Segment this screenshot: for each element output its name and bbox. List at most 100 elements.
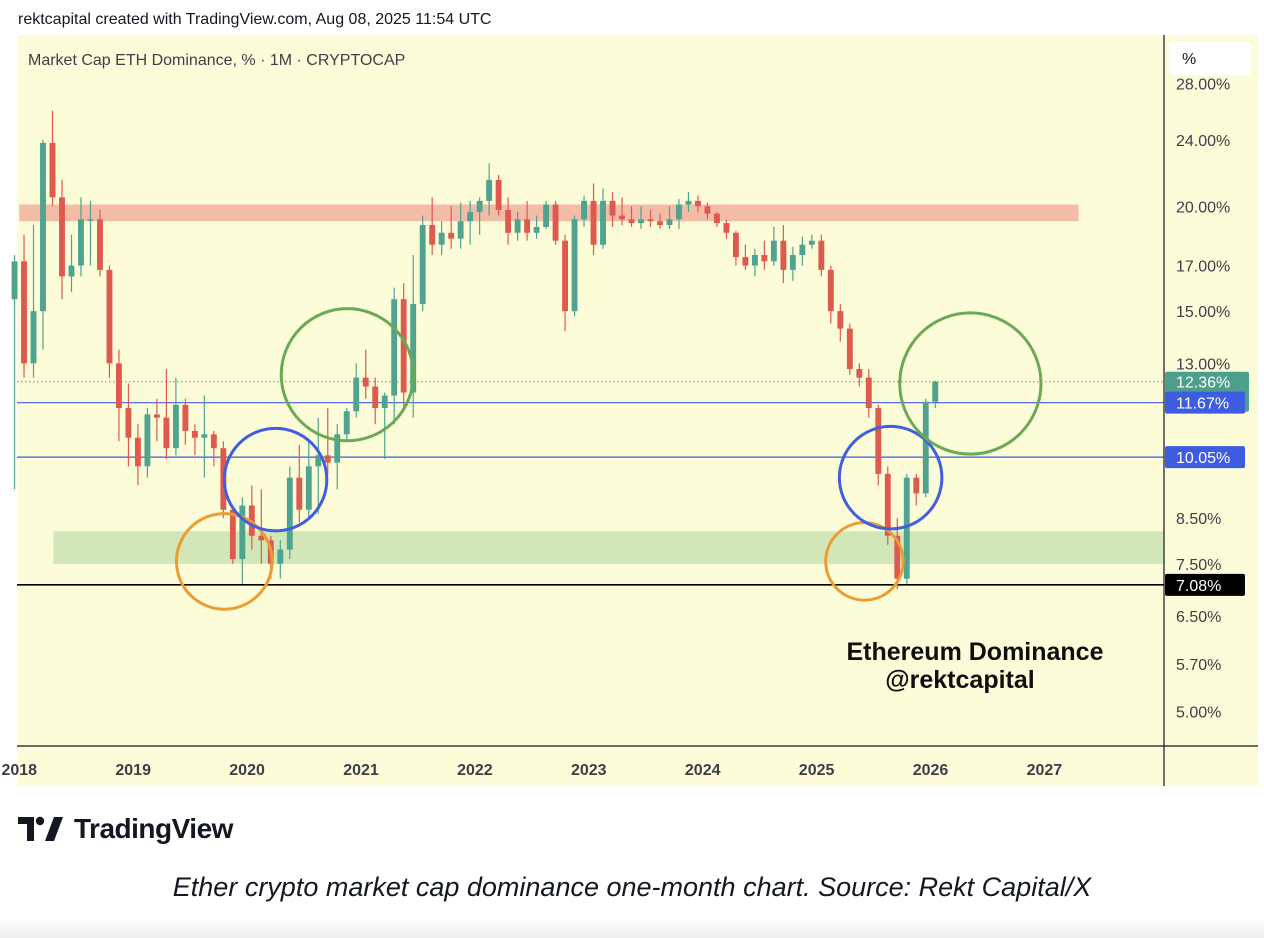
candle-body <box>799 244 806 255</box>
plot-area <box>17 35 1164 746</box>
candle-body <box>742 257 749 266</box>
candle-body <box>676 204 682 220</box>
page-bottom-edge <box>0 918 1264 938</box>
candle-body <box>239 505 246 560</box>
candle-body <box>666 219 673 226</box>
candle-body <box>457 221 464 239</box>
candle-body <box>400 299 407 393</box>
candle-body <box>97 219 103 270</box>
candle-body <box>258 535 265 541</box>
candle-body <box>448 232 455 239</box>
y-tick-label: 15.00% <box>1176 304 1230 321</box>
y-tick-label: 7.50% <box>1176 557 1221 574</box>
unit-label: % <box>1182 51 1196 68</box>
annotation-handle: @rektcapital <box>885 666 1034 694</box>
candle-body <box>856 368 863 378</box>
candle-body <box>410 303 417 393</box>
candle-body <box>903 477 910 579</box>
candle-body <box>134 437 141 467</box>
chart-container: Market Cap ETH Dominance, % · 1M · CRYPT… <box>0 0 1264 800</box>
candle-body <box>201 434 208 438</box>
candle-body <box>789 254 796 270</box>
candle-body <box>305 466 312 510</box>
y-tick-label: 28.00% <box>1176 77 1230 94</box>
candle-body <box>723 223 730 233</box>
candle-body <box>932 381 939 402</box>
candle-body <box>391 299 398 396</box>
price-tag-label: 10.05% <box>1176 450 1230 467</box>
tradingview-logo[interactable]: TradingView <box>18 813 233 845</box>
unit-box <box>1169 41 1251 75</box>
candle-body <box>770 240 777 262</box>
candle-body <box>695 200 701 207</box>
candle-body <box>846 328 853 369</box>
candle-body <box>372 386 379 409</box>
x-tick-label: 2025 <box>799 762 835 779</box>
candle-body <box>524 219 531 233</box>
support-zone <box>53 531 1165 564</box>
x-tick-label: 2027 <box>1027 762 1063 779</box>
candle-body <box>552 204 559 241</box>
candle-body <box>116 363 122 409</box>
price-tag-label: 7.08% <box>1176 578 1221 595</box>
candle-body <box>543 204 550 227</box>
candle-body <box>106 269 113 364</box>
green-annotation-circle <box>279 307 415 443</box>
candle-body <box>296 477 303 510</box>
y-tick-label: 5.00% <box>1176 705 1221 722</box>
candle-body <box>609 200 616 216</box>
candle-body <box>818 240 825 270</box>
candle-body <box>827 269 834 312</box>
candle-body <box>381 395 388 409</box>
candle-body <box>505 209 512 233</box>
candle-body <box>685 200 692 205</box>
candle-body <box>277 549 284 564</box>
candle-body <box>191 430 198 438</box>
candle-body <box>704 206 711 214</box>
candle-body <box>562 240 569 312</box>
candle-body <box>429 225 436 245</box>
candle-body <box>732 232 739 258</box>
x-tick-label: 2019 <box>115 762 151 779</box>
candle-body <box>419 225 426 304</box>
candle-body <box>21 261 27 364</box>
candle-body <box>125 408 132 438</box>
candle-body <box>884 473 891 536</box>
y-tick-label: 5.70% <box>1176 657 1221 674</box>
candle-body <box>837 311 844 329</box>
chart-title: Market Cap ETH Dominance, % · 1M · CRYPT… <box>28 52 405 69</box>
price-tag-bg <box>1165 573 1245 596</box>
y-tick-label: 13.00% <box>1176 356 1230 373</box>
y-tick-label: 8.50% <box>1176 511 1221 528</box>
x-tick-label: 2021 <box>343 762 379 779</box>
price-tag-bg <box>1165 446 1245 469</box>
candle-body <box>163 417 170 449</box>
candle-body <box>286 477 293 550</box>
candle-body <box>600 200 606 245</box>
candle-body <box>172 404 179 449</box>
x-tick-label: 2022 <box>457 762 493 779</box>
candle-body <box>619 215 625 220</box>
x-tick-label: 2018 <box>1 762 37 779</box>
figure-caption: Ether crypto market cap dominance one-mo… <box>172 872 1092 902</box>
candle-body <box>657 221 663 226</box>
candle-body <box>808 240 815 245</box>
candle-body <box>571 219 578 312</box>
candle-body <box>59 197 65 277</box>
candle-body <box>780 240 787 270</box>
candle-body <box>713 213 720 224</box>
candlestick-chart[interactable]: Market Cap ETH Dominance, % · 1M · CRYPT… <box>0 0 1264 800</box>
y-tick-label: 17.00% <box>1176 259 1230 276</box>
y-tick-label: 6.50% <box>1176 609 1221 626</box>
x-tick-label: 2023 <box>571 762 607 779</box>
candle-body <box>30 311 37 364</box>
candle-body <box>514 219 521 233</box>
candle-body <box>894 535 901 579</box>
candle-body <box>581 200 587 220</box>
candle-body <box>628 219 635 224</box>
candle-body <box>210 434 217 449</box>
orange-annotation-circle <box>174 512 274 611</box>
candle-body <box>362 377 369 387</box>
candle-body <box>11 261 18 300</box>
x-tick-label: 2020 <box>229 762 265 779</box>
